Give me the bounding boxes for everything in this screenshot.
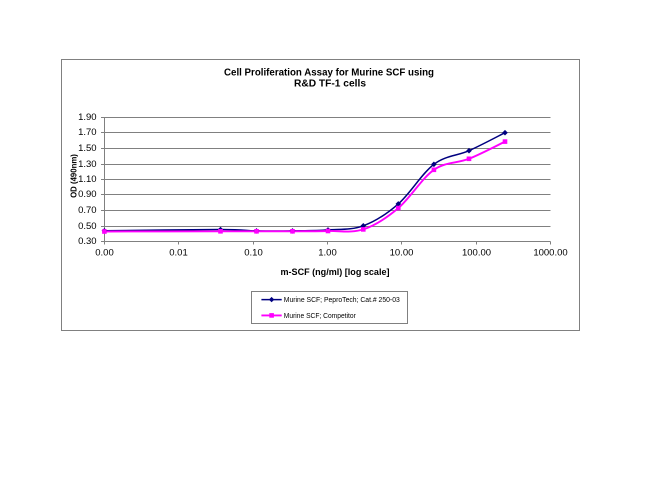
svg-text:m-SCF (ng/ml) [log scale]: m-SCF (ng/ml) [log scale] [281, 267, 390, 278]
svg-text:R&D TF-1 cells: R&D TF-1 cells [294, 79, 366, 90]
svg-text:1.10: 1.10 [78, 174, 97, 185]
svg-text:100.00: 100.00 [462, 248, 491, 259]
svg-text:1.70: 1.70 [78, 127, 97, 138]
svg-text:0.00: 0.00 [95, 248, 114, 259]
svg-text:0.30: 0.30 [78, 236, 97, 247]
svg-text:Cell Proliferation Assay for M: Cell Proliferation Assay for Murine SCF … [224, 68, 434, 79]
svg-text:0.90: 0.90 [78, 189, 97, 200]
svg-text:Murine SCF; Competitor: Murine SCF; Competitor [284, 313, 357, 320]
svg-text:1.50: 1.50 [78, 143, 97, 154]
svg-text:Murine SCF; PeproTech; Cat.# 2: Murine SCF; PeproTech; Cat.# 250-03 [284, 297, 400, 304]
svg-text:1000.00: 1000.00 [533, 248, 567, 259]
svg-text:1.90: 1.90 [78, 112, 97, 123]
svg-text:0.50: 0.50 [78, 221, 97, 232]
svg-text:0.10: 0.10 [244, 248, 263, 259]
svg-text:0.01: 0.01 [169, 248, 188, 259]
svg-text:10.00: 10.00 [390, 248, 414, 259]
svg-text:1.30: 1.30 [78, 159, 97, 170]
svg-text:0.70: 0.70 [78, 205, 97, 216]
svg-text:OD (490nm): OD (490nm) [70, 154, 79, 198]
svg-text:1.00: 1.00 [318, 248, 337, 259]
